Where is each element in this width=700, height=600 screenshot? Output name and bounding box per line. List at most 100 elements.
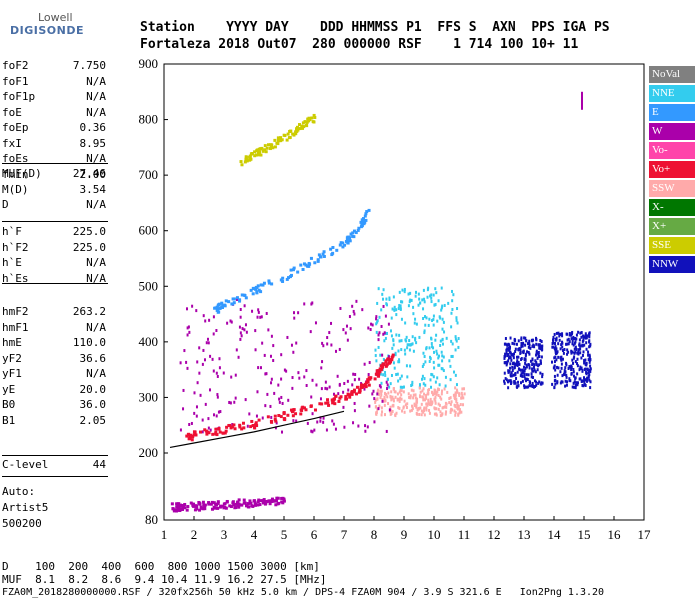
cluster-point (507, 386, 510, 390)
cluster-point (292, 419, 295, 423)
x-tick-label: 15 (578, 527, 591, 542)
cluster-point (427, 323, 430, 327)
cluster-point (572, 343, 575, 347)
cluster-point (383, 331, 386, 335)
cluster-point (377, 333, 380, 337)
cluster-point (554, 355, 557, 359)
cluster-point (377, 345, 380, 349)
trace-point (216, 506, 220, 510)
auto-version: 500200 (2, 517, 42, 530)
cluster-point (564, 384, 567, 388)
cluster-point (346, 379, 349, 383)
cluster-point (551, 382, 554, 386)
trace-point (219, 504, 223, 508)
cluster-point (386, 395, 389, 399)
cluster-point (339, 306, 342, 310)
cluster-point (541, 372, 544, 376)
cluster-point (366, 425, 369, 429)
trace-point (287, 276, 291, 280)
trace-point (221, 504, 225, 508)
cluster-point (201, 430, 204, 434)
trace-point (385, 363, 389, 367)
cluster-point (211, 357, 214, 361)
cluster-point (293, 311, 296, 315)
cluster-point (423, 406, 426, 410)
cluster-point (424, 360, 427, 364)
cluster-point (238, 325, 241, 329)
cluster-point (534, 370, 537, 374)
cluster-point (529, 359, 532, 363)
cluster-point (377, 407, 380, 411)
param-value: 8.95 (79, 136, 107, 150)
cluster-point (392, 361, 395, 365)
cluster-point (251, 309, 254, 313)
cluster-point (507, 369, 510, 373)
cluster-point (455, 339, 458, 343)
cluster-point (398, 406, 401, 410)
cluster-point (283, 368, 286, 372)
trace-point (373, 377, 377, 381)
cluster-point (205, 341, 208, 345)
cluster-point (520, 336, 523, 340)
trace-point (271, 146, 275, 150)
cluster-point (281, 401, 284, 405)
cluster-point (454, 396, 457, 400)
cluster-point (583, 376, 586, 380)
cluster-point (535, 342, 538, 346)
cluster-point (290, 343, 293, 347)
trace-point (352, 229, 356, 233)
param-value: N/A (86, 90, 106, 103)
trace-point (197, 500, 201, 504)
cluster-point (398, 290, 401, 294)
cluster-point (520, 372, 523, 376)
cluster-point (439, 410, 442, 414)
cluster-point (380, 308, 383, 312)
cluster-point (430, 300, 433, 304)
x-tick-label: 17 (638, 527, 652, 542)
cluster-point (560, 366, 563, 370)
trace-point (206, 430, 210, 434)
cluster-point (410, 384, 413, 388)
cluster-point (531, 381, 534, 385)
cluster-point (398, 339, 401, 343)
trace-point (283, 134, 287, 138)
trace-point (295, 125, 299, 129)
legend-item-nnw: NNW (649, 256, 695, 273)
x-tick-label: 6 (311, 527, 318, 542)
trace-point (253, 154, 257, 158)
trace-point (281, 501, 285, 505)
cluster-point (202, 348, 205, 352)
cluster-point (319, 419, 322, 423)
cluster-point (532, 369, 535, 373)
trace-point (248, 155, 252, 159)
trace-point (212, 501, 216, 505)
cluster-point (570, 337, 573, 341)
cluster-point (444, 412, 447, 416)
cluster-point (559, 381, 562, 385)
cluster-point (342, 390, 345, 394)
param-foes: foEs N/A (2, 152, 106, 170)
cluster-point (392, 403, 395, 407)
cluster-point (432, 293, 435, 297)
cluster-point (450, 325, 453, 329)
cluster-point (456, 390, 459, 394)
cluster-point (582, 335, 585, 339)
trace-point (207, 502, 211, 506)
cluster-point (451, 354, 454, 358)
trace-point (347, 235, 351, 239)
trace-point (367, 208, 371, 212)
cluster-point (553, 332, 556, 336)
cluster-point (404, 352, 407, 356)
cluster-point (391, 307, 394, 311)
cluster-point (351, 304, 354, 308)
cluster-point (516, 361, 519, 365)
cluster-point (297, 311, 300, 315)
trace-point (386, 358, 390, 362)
trace-point (259, 499, 263, 503)
cluster-point (456, 406, 459, 410)
cluster-point (434, 287, 437, 291)
cluster-point (568, 331, 571, 335)
trace-point (203, 428, 207, 432)
cluster-point (520, 358, 523, 362)
cluster-point (293, 316, 296, 320)
